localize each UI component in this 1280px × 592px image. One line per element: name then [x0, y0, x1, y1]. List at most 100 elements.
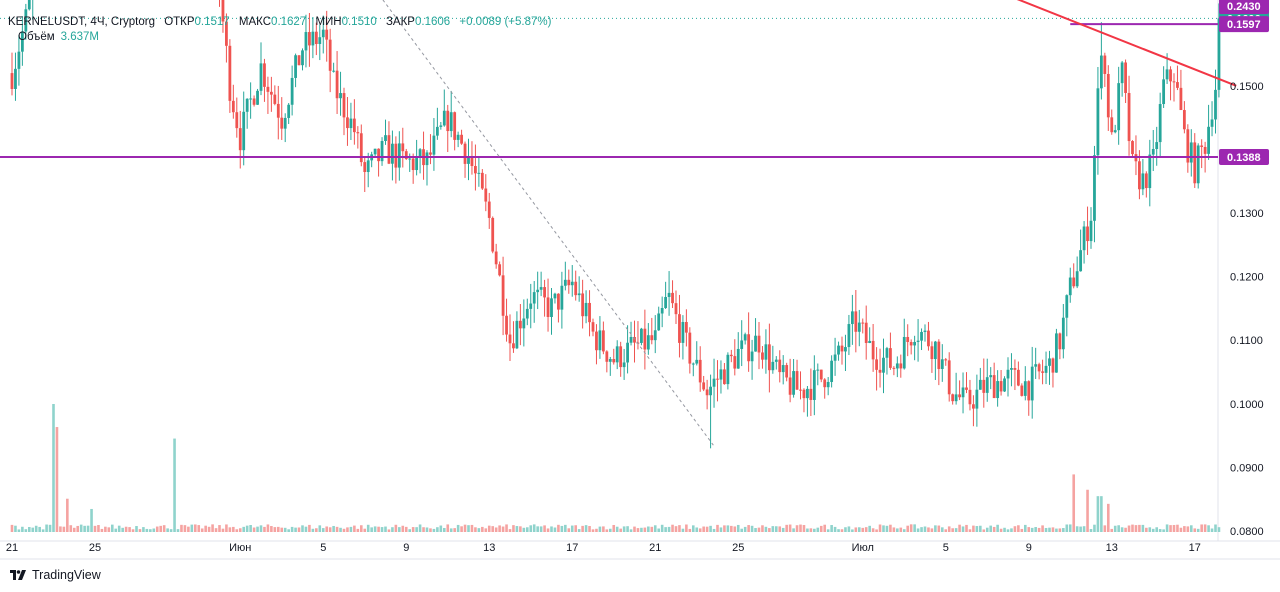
volume-bar-51: [187, 526, 190, 532]
candle-284: [992, 362, 996, 399]
candle-186: [653, 315, 657, 354]
volume-bar-296: [1034, 527, 1037, 532]
candle-278: [972, 395, 975, 427]
price-tag-label-3: 0.1388: [1227, 152, 1261, 164]
candle-263: [920, 328, 923, 351]
candle-77: [276, 85, 280, 140]
volume-bar-110: [391, 527, 394, 532]
candle-326: [1138, 150, 1141, 200]
candle-315: [1099, 22, 1103, 100]
candle-66: [238, 110, 242, 169]
volume-bar-163: [574, 525, 578, 532]
candle-288: [1006, 357, 1010, 397]
volume-bar-284: [992, 526, 996, 532]
volume-bar-178: [626, 526, 629, 532]
volume-bar-204: [716, 524, 719, 532]
candle-260: [909, 339, 913, 355]
candle-119: [422, 131, 425, 180]
candle-5: [27, 0, 31, 11]
volume-bar-108: [384, 526, 387, 532]
candle-107: [380, 137, 384, 166]
candle-145: [512, 321, 515, 353]
volume-bar-62: [225, 524, 228, 532]
candle-129: [456, 131, 460, 148]
candle-172: [605, 350, 609, 373]
candle-127: [449, 90, 453, 138]
volume-bar-68: [245, 525, 249, 532]
candle-83: [297, 55, 301, 66]
candle-201: [705, 379, 709, 410]
volume-bar-28: [107, 527, 111, 532]
candle-154: [543, 279, 546, 317]
volume-bar-79: [283, 527, 287, 532]
price-tag-4: [1219, 0, 1269, 14]
volume-bar-8: [38, 526, 41, 532]
price-tag-3: [1219, 149, 1269, 166]
volume-bar-39: [145, 528, 149, 532]
volume-bar-280: [979, 525, 982, 532]
volume-bar-40: [149, 529, 152, 532]
volume-bar-327: [1141, 524, 1145, 532]
x-tick-label-0: 21: [6, 542, 18, 554]
candle-116: [411, 153, 415, 184]
volume-bar-226: [792, 528, 795, 532]
candle-317: [1106, 65, 1110, 131]
candle-338: [1179, 69, 1183, 111]
volume-bar-305: [1065, 524, 1069, 532]
volume-bar-11: [48, 524, 52, 532]
volume-bar-142: [501, 526, 505, 532]
low-label: МИН: [315, 16, 342, 28]
volume-bar-197: [691, 525, 695, 532]
volume-bar-122: [432, 528, 436, 532]
volume-bar-42: [155, 526, 159, 532]
candle-144: [508, 314, 512, 362]
volume-bar-223: [781, 527, 785, 532]
candle-6: [32, 0, 34, 20]
candle-105: [373, 148, 377, 158]
candle-241: [844, 334, 847, 371]
y-tick-label-11: 0.1200: [1230, 272, 1264, 284]
volume-bar-140: [494, 527, 498, 532]
candle-207: [726, 352, 730, 390]
candle-147: [518, 304, 522, 346]
candle-339: [1182, 101, 1186, 134]
volume-bar-103: [366, 524, 370, 532]
volume-bar-203: [712, 528, 716, 532]
candle-290: [1013, 359, 1017, 391]
candle-178: [626, 325, 629, 374]
candle-199: [698, 346, 702, 392]
volume-bar-33: [124, 526, 128, 532]
candle-87: [311, 16, 315, 59]
candle-189: [664, 281, 668, 310]
tradingview-branding[interactable]: TradingView: [10, 568, 101, 582]
volume-bar-26: [100, 528, 104, 532]
volume-bar-125: [442, 527, 446, 532]
volume-bar-227: [795, 525, 799, 532]
volume-bar-325: [1134, 525, 1138, 532]
volume-bar-152: [536, 526, 539, 532]
volume-bar-93: [332, 525, 335, 532]
legend-header: KERNELUSDT, 4Ч, Cryptorg ОТКР0.1517 МАКС…: [8, 14, 551, 30]
candle-347: [1210, 101, 1214, 137]
candle-151: [532, 281, 536, 323]
candle-240: [840, 336, 844, 365]
volume-bar-82: [294, 527, 297, 532]
volume-bar-194: [681, 528, 685, 532]
candle-191: [671, 280, 674, 309]
candle-102: [363, 156, 367, 193]
y-tick-label-15: 0.0800: [1230, 526, 1264, 538]
candle-141: [498, 261, 502, 277]
volume-bar-166: [584, 525, 588, 532]
volume-bar-162: [570, 525, 574, 532]
candle-341: [1189, 129, 1193, 177]
candle-2: [17, 34, 21, 86]
candle-224: [785, 362, 789, 382]
candle-134: [474, 144, 477, 191]
candle-85: [304, 14, 308, 68]
candle-324: [1131, 140, 1134, 158]
candle-197: [691, 362, 695, 377]
branding-label: TradingView: [32, 568, 101, 582]
candle-163: [574, 270, 578, 301]
candle-104: [370, 151, 374, 168]
